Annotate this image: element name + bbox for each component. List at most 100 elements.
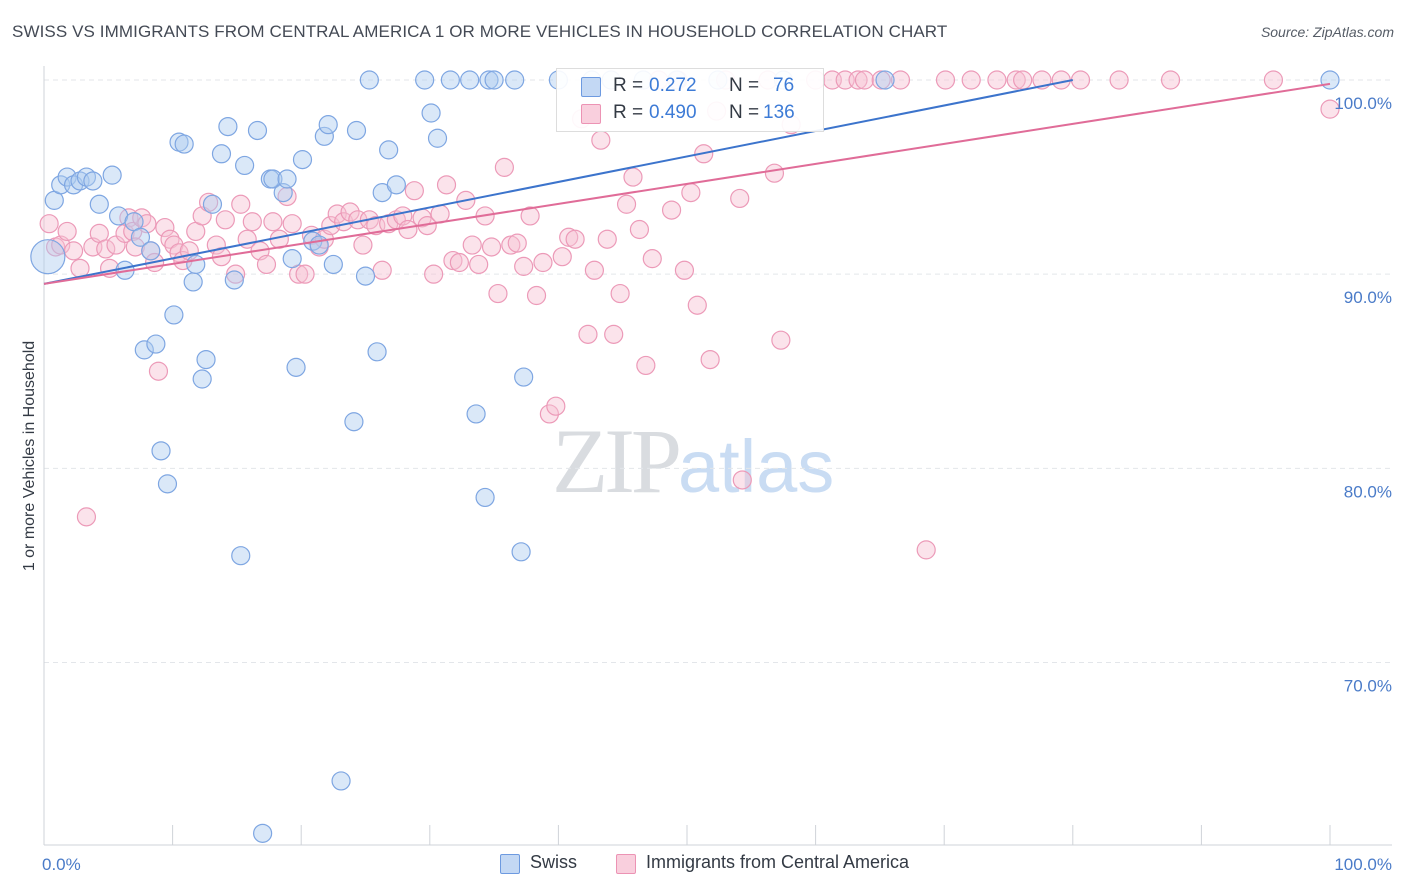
immigrants-point-83 (546, 396, 566, 416)
immigrants-points (39, 70, 1340, 560)
immigrants-point-71 (469, 254, 489, 275)
immigrants-point-77 (507, 233, 527, 253)
swiss-point-18 (157, 474, 178, 494)
swiss-point-61 (475, 487, 495, 508)
trend-lines (43, 79, 1331, 285)
immigrants-legend-swatch (616, 854, 636, 874)
swiss-n-value: 76 (773, 75, 795, 96)
swiss-point-42 (309, 235, 329, 255)
immigrants-point-103 (681, 183, 701, 203)
swiss-point-35 (263, 169, 283, 189)
immigrants-point-79 (520, 206, 540, 226)
axes (43, 66, 1392, 846)
immigrants-point-73 (481, 237, 502, 257)
immigrants-point-64 (424, 264, 444, 284)
swiss-point-56 (421, 103, 441, 123)
swiss-point-26 (202, 194, 223, 214)
immigrants-point-74 (488, 283, 508, 304)
immigrants-legend-label: Immigrants from Central America (646, 852, 910, 872)
immigrants-point-133 (1263, 70, 1284, 90)
immigrants-point-129 (1051, 70, 1071, 90)
swiss-point-3 (57, 167, 77, 187)
y-tick-label-0: 70.0% (1344, 676, 1392, 695)
immigrants-point-38 (256, 254, 277, 275)
immigrants-r-label: R = (613, 102, 644, 123)
immigrants-point-132 (1160, 70, 1181, 90)
swiss-point-13 (130, 227, 151, 247)
swiss-point-23 (186, 254, 206, 275)
immigrants-point-119 (854, 70, 875, 90)
swiss-point-14 (134, 340, 154, 360)
swiss-point-7 (83, 171, 103, 191)
swiss-point-57 (427, 128, 448, 148)
immigrants-point-97 (636, 355, 656, 376)
swiss-point-51 (367, 342, 387, 362)
immigrants-point-110 (732, 470, 752, 490)
immigrants-point-36 (242, 212, 262, 232)
swiss-point-48 (346, 120, 367, 141)
immigrants-point-86 (565, 229, 585, 249)
swiss-point-25 (196, 349, 216, 370)
immigrants-point-42 (282, 214, 302, 234)
x-tick-label-0: 0.0% (42, 855, 81, 874)
immigrants-trend-line (43, 82, 1331, 285)
source-credit: Source: ZipAtlas.com (1260, 24, 1394, 40)
immigrants-point-91 (597, 229, 617, 249)
swiss-point-58 (440, 70, 460, 90)
swiss-point-29 (224, 270, 244, 290)
swiss-point-75 (1320, 70, 1340, 90)
immigrants-point-95 (623, 167, 643, 187)
swiss-point-49 (355, 266, 376, 286)
immigrants-swatch (581, 104, 601, 124)
swiss-point-64 (505, 70, 525, 90)
immigrants-point-109 (730, 188, 750, 209)
swiss-point-66 (514, 367, 534, 387)
swiss-point-46 (331, 771, 351, 791)
swiss-point-43 (314, 126, 334, 146)
immigrants-point-80 (526, 285, 547, 306)
immigrants-point-94 (616, 194, 637, 214)
swiss-point-22 (183, 272, 203, 292)
watermark: ZIPatlas (552, 408, 834, 514)
immigrants-point-100 (661, 200, 682, 220)
immigrants-n-value: 136 (763, 102, 795, 123)
immigrants-point-21 (155, 217, 175, 238)
immigrants-point-75 (494, 157, 514, 177)
immigrants-point-9 (96, 239, 116, 259)
swiss-point-15 (141, 241, 161, 261)
immigrants-point-121 (890, 70, 911, 90)
watermark-zip: ZIP (552, 410, 682, 512)
swiss-trend-line (43, 79, 1073, 285)
immigrants-point-51 (340, 202, 360, 222)
swiss-point-24 (192, 369, 212, 389)
swiss-point-60 (466, 404, 486, 424)
immigrants-point-96 (629, 219, 650, 240)
immigrants-point-93 (610, 283, 630, 304)
watermark-atlas: atlas (678, 425, 835, 508)
immigrants-point-98 (642, 249, 662, 269)
swiss-point-33 (253, 823, 273, 843)
immigrants-point-70 (462, 235, 482, 255)
swiss-point-54 (386, 175, 406, 195)
swiss-point-63 (484, 70, 504, 90)
swiss-point-16 (146, 334, 166, 354)
swiss-point-45 (323, 254, 343, 275)
swiss-point-53 (379, 140, 399, 160)
immigrants-point-81 (533, 252, 553, 273)
immigrants-point-82 (539, 404, 559, 424)
immigrants-point-4 (63, 241, 84, 261)
swiss-point-0 (30, 239, 66, 275)
swiss-point-38 (282, 249, 302, 269)
immigrants-point-92 (604, 324, 624, 344)
immigrants-point-106 (700, 349, 720, 370)
immigrants-point-61 (404, 181, 424, 201)
immigrants-point-33 (226, 264, 246, 284)
swiss-point-44 (318, 115, 338, 135)
immigrants-point-78 (514, 256, 534, 276)
swiss-point-39 (286, 357, 306, 377)
swiss-point-30 (231, 546, 251, 566)
immigrants-point-88 (578, 324, 598, 344)
swiss-point-65 (511, 542, 531, 562)
immigrants-point-32 (215, 210, 235, 230)
swiss-point-55 (415, 70, 435, 90)
